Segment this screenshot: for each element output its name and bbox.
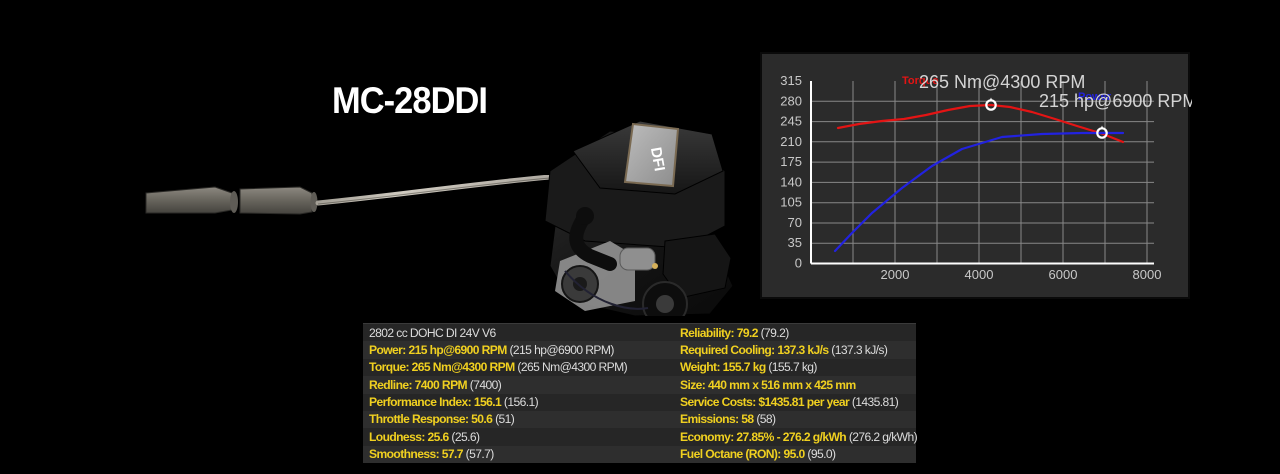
svg-text:265 Nm@4300 RPM: 265 Nm@4300 RPM	[919, 72, 1085, 92]
svg-text:0: 0	[795, 256, 802, 271]
svg-text:2000: 2000	[881, 267, 910, 282]
svg-text:6000: 6000	[1049, 267, 1078, 282]
svg-text:4000: 4000	[965, 267, 994, 282]
svg-text:215 hp@6900 RPM: 215 hp@6900 RPM	[1039, 91, 1192, 111]
svg-text:8000: 8000	[1133, 267, 1162, 282]
